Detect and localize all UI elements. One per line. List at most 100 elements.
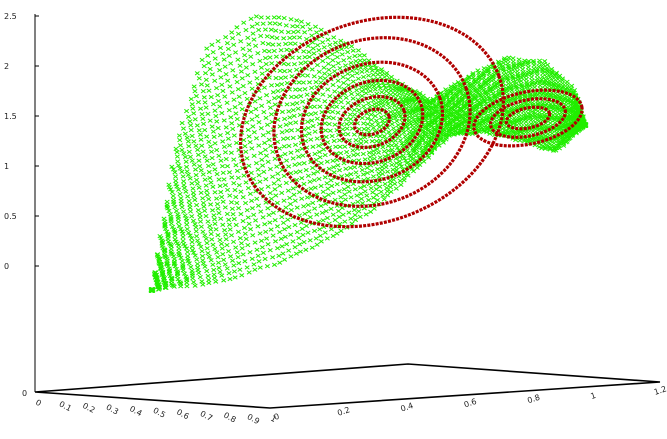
surface-point bbox=[184, 249, 190, 255]
surface-point bbox=[337, 65, 343, 71]
surface-point bbox=[340, 127, 346, 132]
surface-point bbox=[374, 197, 381, 203]
surface-point bbox=[253, 43, 259, 48]
surface-point bbox=[216, 210, 222, 216]
surface-point bbox=[249, 117, 255, 122]
surface-point bbox=[333, 99, 339, 105]
surface-point bbox=[272, 217, 278, 223]
surface-point bbox=[527, 92, 533, 97]
surface-point bbox=[285, 188, 291, 193]
surface-point bbox=[168, 187, 174, 192]
surface-point bbox=[262, 147, 268, 153]
surface-point bbox=[312, 151, 318, 157]
surface-point bbox=[287, 35, 293, 41]
surface-point bbox=[189, 102, 195, 107]
y-tick-label: 0.4 bbox=[400, 401, 415, 413]
surface-point bbox=[256, 259, 262, 264]
surface-point bbox=[229, 121, 235, 126]
surface-point bbox=[215, 254, 221, 260]
surface-point bbox=[173, 174, 179, 179]
surface-point bbox=[444, 95, 450, 100]
surface-point bbox=[514, 131, 520, 136]
surface-point bbox=[480, 71, 486, 77]
surface-point bbox=[275, 177, 282, 182]
surface-point bbox=[324, 181, 330, 186]
surface-point bbox=[254, 247, 260, 252]
surface-point bbox=[200, 89, 206, 94]
surface-point bbox=[375, 150, 382, 155]
surface-point bbox=[268, 27, 274, 32]
surface-point bbox=[199, 112, 205, 117]
surface-point bbox=[561, 143, 567, 148]
surface-point bbox=[220, 251, 226, 257]
surface-mesh bbox=[148, 14, 589, 293]
surface-point bbox=[381, 133, 387, 139]
y-tick-label: 1 bbox=[590, 391, 598, 401]
contour-ring bbox=[337, 95, 407, 149]
surface-point bbox=[557, 97, 563, 102]
surface-point bbox=[334, 104, 340, 109]
surface-point bbox=[271, 262, 277, 267]
surface-point bbox=[391, 177, 397, 182]
surface-point bbox=[172, 204, 178, 210]
surface-point bbox=[306, 49, 312, 55]
surface-point bbox=[204, 240, 210, 246]
surface-point bbox=[254, 76, 260, 81]
surface-point bbox=[284, 80, 290, 86]
surface-point bbox=[361, 53, 367, 58]
surface-point bbox=[397, 94, 403, 100]
surface-point bbox=[239, 106, 245, 112]
surface-point bbox=[239, 76, 245, 81]
surface-point bbox=[260, 132, 266, 138]
surface-point bbox=[326, 115, 332, 120]
surface-point bbox=[359, 93, 365, 99]
surface-point bbox=[173, 208, 179, 214]
surface-point bbox=[237, 63, 243, 68]
surface-point bbox=[396, 91, 402, 96]
surface-point bbox=[184, 280, 190, 285]
surface-point bbox=[331, 35, 337, 40]
surface-point bbox=[202, 100, 208, 105]
surface-point bbox=[257, 58, 263, 64]
surface-point bbox=[534, 68, 540, 74]
surface-point bbox=[401, 130, 407, 135]
surface-point bbox=[264, 263, 270, 269]
surface-point bbox=[187, 209, 194, 214]
surface-point bbox=[296, 161, 302, 167]
surface-point bbox=[343, 63, 349, 68]
surface-point bbox=[229, 175, 235, 180]
surface-point bbox=[230, 68, 236, 73]
surface-point bbox=[226, 222, 232, 227]
surface-point bbox=[234, 79, 240, 85]
surface-point bbox=[291, 35, 297, 40]
surface-point bbox=[277, 183, 283, 188]
surface-point bbox=[230, 126, 236, 132]
surface-point bbox=[285, 62, 291, 67]
surface-point bbox=[542, 145, 548, 150]
surface-point bbox=[238, 211, 244, 217]
surface-point bbox=[246, 221, 252, 226]
surface-point bbox=[405, 173, 411, 178]
surface-point bbox=[289, 74, 295, 79]
surface-point bbox=[176, 223, 182, 229]
surface-point bbox=[487, 131, 493, 136]
surface-point bbox=[381, 83, 387, 88]
surface-point bbox=[348, 121, 354, 126]
surface-point bbox=[264, 93, 270, 98]
surface-point bbox=[427, 115, 433, 121]
surface-point bbox=[284, 158, 290, 163]
surface-point bbox=[361, 103, 367, 109]
surface-point bbox=[419, 135, 425, 140]
surface-point bbox=[251, 130, 257, 135]
surface-point bbox=[323, 128, 329, 133]
surface-point bbox=[166, 271, 172, 276]
surface-point bbox=[201, 121, 207, 127]
surface-point bbox=[236, 261, 242, 266]
surface-point bbox=[194, 202, 200, 208]
surface-point bbox=[330, 109, 336, 115]
surface-point bbox=[197, 132, 203, 137]
surface-point bbox=[418, 145, 424, 150]
surface-point bbox=[285, 136, 291, 141]
surface-point bbox=[200, 261, 207, 266]
surface-point bbox=[351, 152, 357, 158]
